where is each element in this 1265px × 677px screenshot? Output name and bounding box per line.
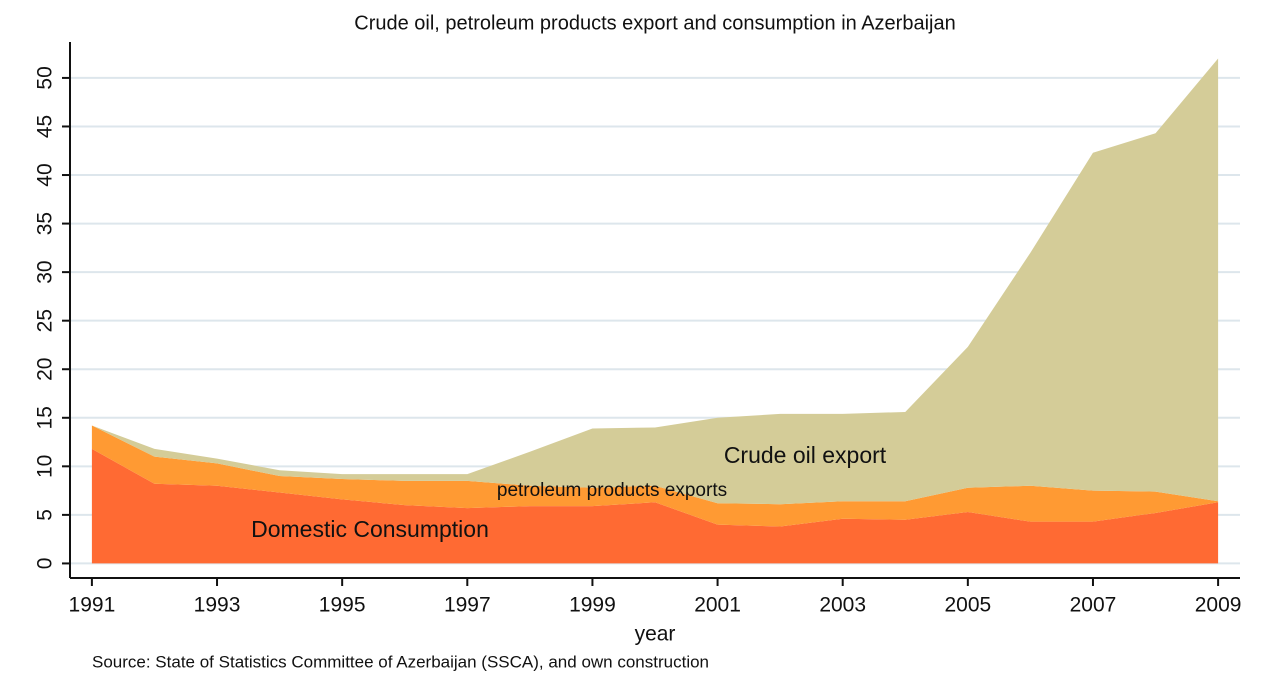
area bbox=[91, 58, 1219, 505]
x-tick-label: 1991 bbox=[69, 594, 116, 617]
series-label: Crude oil export bbox=[724, 442, 887, 468]
series-label: petroleum products exports bbox=[497, 480, 727, 501]
chart-title: Crude oil, petroleum products export and… bbox=[354, 12, 955, 34]
x-tick-label: 1997 bbox=[444, 594, 491, 617]
series-label: Domestic Consumption bbox=[251, 516, 489, 542]
x-tick-label: 1999 bbox=[569, 594, 616, 617]
y-tick-label: 30 bbox=[34, 260, 57, 283]
x-tick-label: 1993 bbox=[194, 594, 241, 617]
x-tick-label: 2005 bbox=[944, 594, 991, 617]
x-tick-label: 2009 bbox=[1195, 594, 1242, 617]
x-tick-label: 2001 bbox=[694, 594, 741, 617]
area bbox=[91, 425, 1219, 527]
y-tick-label: 5 bbox=[34, 509, 57, 521]
y-tick-label: 15 bbox=[34, 406, 57, 429]
y-tick-label: 35 bbox=[34, 212, 57, 235]
x-tick-label: 2007 bbox=[1070, 594, 1117, 617]
y-tick-label: 40 bbox=[34, 163, 57, 186]
source-note: Source: State of Statistics Committee of… bbox=[92, 652, 709, 671]
x-tick-label: 1995 bbox=[319, 594, 366, 617]
x-tick-label: 2003 bbox=[819, 594, 866, 617]
y-tick-label: 45 bbox=[34, 115, 57, 138]
y-tick-label: 0 bbox=[34, 558, 57, 570]
area bbox=[91, 448, 1219, 564]
y-tick-label: 10 bbox=[34, 455, 57, 478]
y-tick-label: 50 bbox=[34, 66, 57, 89]
y-tick-label: 20 bbox=[34, 358, 57, 381]
x-axis-label: year bbox=[635, 623, 676, 646]
y-tick-label: 25 bbox=[34, 309, 57, 332]
